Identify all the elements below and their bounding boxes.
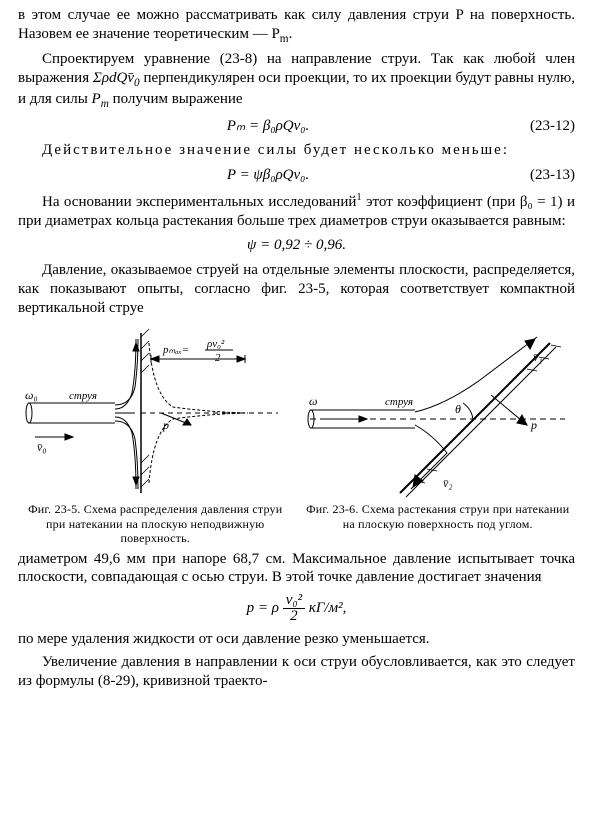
eq-den: 2 bbox=[283, 609, 305, 624]
paragraph-4: На основании экспериментальных исследова… bbox=[18, 191, 575, 231]
eq-body: Pₘ = β₀ρQv₀. bbox=[227, 117, 309, 136]
label-two: 2 bbox=[215, 352, 221, 364]
eq-left: p = ρ bbox=[247, 600, 279, 616]
equation-psi: ψ = 0,92 ÷ 0,96. bbox=[18, 236, 575, 255]
label-v2: v̄₂ bbox=[443, 476, 453, 490]
paragraph-7: по мере удаления жидкости от оси давлени… bbox=[18, 630, 575, 649]
paragraph-6: диаметром 49,6 мм при напоре 68,7 см. Ма… bbox=[18, 550, 575, 588]
eq-right: кГ/м², bbox=[309, 600, 347, 616]
fig-23-6-caption: Фиг. 23-6. Схема растекания струи при на… bbox=[301, 502, 576, 531]
sub-m: m bbox=[280, 33, 289, 45]
label-pmax: pₘₐₓ= bbox=[162, 344, 189, 356]
text: На основании экспериментальных исследова… bbox=[42, 194, 356, 210]
sigma-term: ΣρdQv̄0 bbox=[93, 70, 140, 86]
text: получим выражение bbox=[109, 91, 243, 107]
eq-num: v₀² bbox=[283, 593, 305, 609]
p-m: Pm bbox=[92, 91, 109, 107]
label-v0: v̄₀ bbox=[37, 440, 47, 454]
label-omega: ω bbox=[309, 394, 317, 408]
label-p: p bbox=[530, 418, 537, 432]
label-theta: θ bbox=[455, 402, 461, 416]
label-struya: струя bbox=[69, 390, 97, 402]
eq-frac: v₀² 2 bbox=[283, 593, 305, 624]
fig-23-6-svg: ω струя θ v̄₁ v̄₂ p bbox=[305, 325, 570, 500]
paragraph-2: Спроектируем уравнение (23-8) на направл… bbox=[18, 50, 575, 111]
eq-body: P = ψβ₀ρQv₀. bbox=[227, 166, 309, 185]
equation-23-12: Pₘ = β₀ρQv₀. (23-12) bbox=[18, 117, 575, 136]
paragraph-1: в этом случае ее можно рассматривать как… bbox=[18, 6, 575, 46]
paragraph-8: Увеличение давления в направлении к оси … bbox=[18, 653, 575, 691]
label-omega0: ω₀ bbox=[25, 388, 38, 402]
eq-number: (23-12) bbox=[518, 117, 575, 136]
label-rho-v: ρv₀² bbox=[206, 338, 225, 350]
paragraph-5: Давление, оказываемое струей на отдельны… bbox=[18, 261, 575, 317]
label-p: p bbox=[162, 418, 169, 432]
fig-23-5-caption: Фиг. 23-5. Схема распределения давления … bbox=[18, 502, 293, 545]
eq-number: (23-13) bbox=[518, 166, 575, 185]
figure-23-5: ω₀ v̄₀ струя p pₘₐₓ= ρv₀² 2 Фиг. 23-5. С… bbox=[18, 325, 293, 545]
fig-23-5-svg: ω₀ v̄₀ струя p pₘₐₓ= ρv₀² 2 bbox=[23, 325, 288, 500]
figure-23-6: ω струя θ v̄₁ v̄₂ p Фиг. 23-6. Схема рас… bbox=[301, 325, 576, 545]
paragraph-3: Действительное значение силы будет неско… bbox=[18, 141, 575, 160]
equation-p: p = ρ v₀² 2 кГ/м², bbox=[18, 593, 575, 624]
text: . bbox=[289, 26, 293, 42]
figures-row: ω₀ v̄₀ струя p pₘₐₓ= ρv₀² 2 Фиг. 23-5. С… bbox=[18, 325, 575, 545]
text: в этом случае ее можно рассматривать как… bbox=[18, 7, 575, 42]
label-struya: струя bbox=[385, 396, 413, 408]
equation-23-13: P = ψβ₀ρQv₀. (23-13) bbox=[18, 166, 575, 185]
label-v1: v̄₁ bbox=[533, 350, 543, 364]
